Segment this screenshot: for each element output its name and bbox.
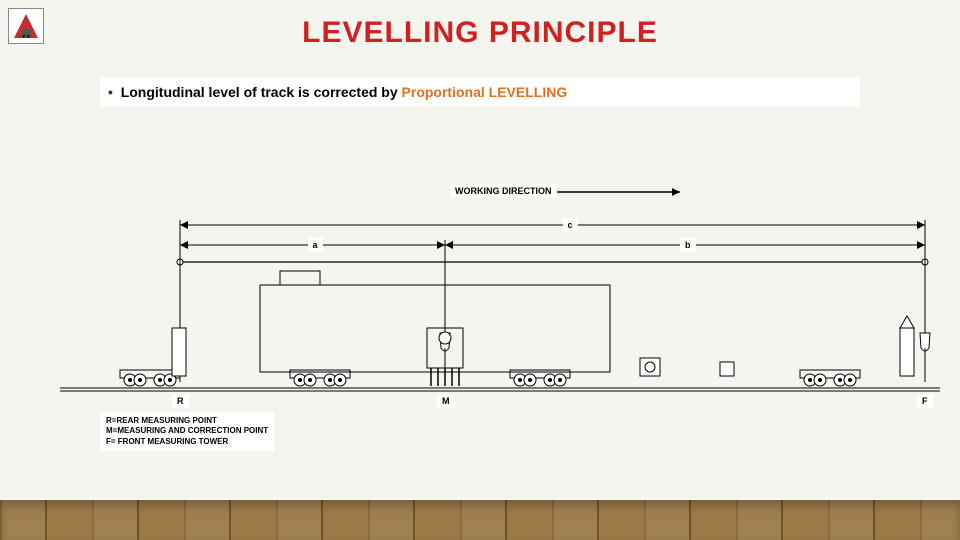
label-working-direction: WORKING DIRECTION (450, 184, 557, 198)
legend: R=REAR MEASURING POINT M=MEASURING AND C… (100, 412, 274, 451)
page-title: LEVELLING PRINCIPLE (0, 0, 960, 50)
bullet-text: • Longitudinal level of track is correct… (100, 78, 860, 106)
label-M: M (437, 394, 455, 408)
label-R: R (172, 394, 189, 408)
bullet-highlight: Proportional LEVELLING (402, 84, 568, 100)
legend-line-1: R=REAR MEASURING POINT (106, 416, 268, 426)
bullet-marker: • (108, 84, 117, 100)
diagram: WORKING DIRECTION c a b R M F R=REAR MEA… (0, 150, 960, 450)
legend-line-3: F= FRONT MEASURING TOWER (106, 437, 268, 447)
label-a: a (308, 238, 323, 252)
label-F: F (917, 394, 933, 408)
label-c: c (563, 218, 578, 232)
label-b: b (680, 238, 696, 252)
logo (8, 8, 44, 44)
bullet-prefix: Longitudinal level of track is corrected… (121, 84, 402, 100)
legend-line-2: M=MEASURING AND CORRECTION POINT (106, 426, 268, 436)
floor-texture (0, 500, 960, 540)
title-text: LEVELLING PRINCIPLE (302, 16, 658, 49)
